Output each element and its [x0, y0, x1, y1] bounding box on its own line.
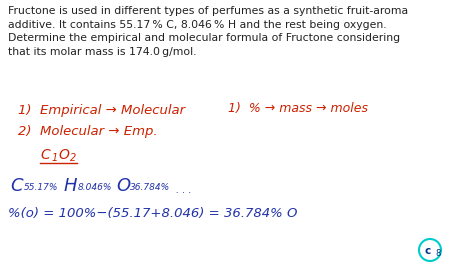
Text: %(o) = 100%−(55.17+8.046) = 36.784% O: %(o) = 100%−(55.17+8.046) = 36.784% O: [8, 207, 297, 220]
Text: H: H: [64, 177, 78, 195]
Text: 2)  Molecular → Emp.: 2) Molecular → Emp.: [18, 125, 158, 138]
Text: 2: 2: [70, 153, 76, 163]
Text: 1)  % → mass → moles: 1) % → mass → moles: [228, 102, 368, 115]
Text: . . .: . . .: [176, 185, 191, 195]
Text: 1: 1: [52, 153, 58, 163]
Text: C: C: [10, 177, 23, 195]
Text: 1)  Empirical → Molecular: 1) Empirical → Molecular: [18, 104, 185, 117]
Text: Fructone is used in different types of perfumes as a synthetic fruit-aroma
addit: Fructone is used in different types of p…: [8, 6, 408, 57]
Text: 8: 8: [435, 248, 441, 257]
Text: 55.17%: 55.17%: [24, 183, 58, 192]
Text: 8.046%: 8.046%: [78, 183, 112, 192]
Text: O: O: [116, 177, 130, 195]
Text: 36.784%: 36.784%: [130, 183, 170, 192]
Text: O: O: [58, 148, 69, 162]
Text: C: C: [40, 148, 50, 162]
Text: c: c: [425, 246, 431, 256]
